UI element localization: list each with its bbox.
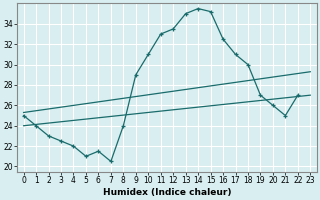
X-axis label: Humidex (Indice chaleur): Humidex (Indice chaleur) [103,188,231,197]
